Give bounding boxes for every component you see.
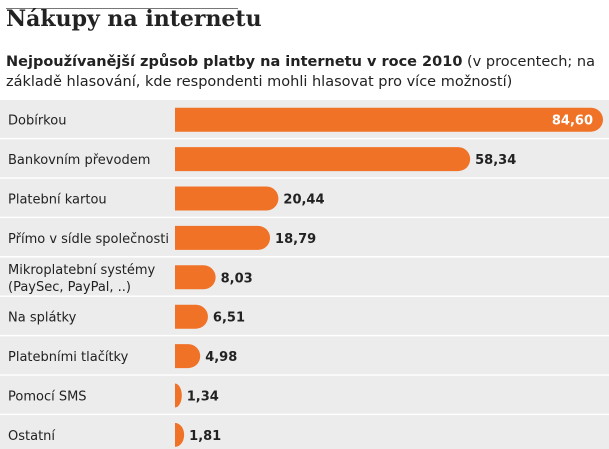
- category-label: Platebními tlačítky: [8, 350, 129, 365]
- bar: [175, 304, 208, 329]
- value-label: 58,34: [475, 153, 516, 168]
- category-label: Ostatní: [8, 429, 55, 444]
- row-background: [0, 178, 609, 219]
- value-label: 1,81: [189, 429, 221, 444]
- category-label: Pomocí SMS: [8, 390, 87, 405]
- row-background: [0, 218, 609, 258]
- value-label: 20,44: [283, 193, 324, 208]
- row-separator: [0, 137, 609, 140]
- row-separator: [0, 177, 609, 179]
- bar: [175, 422, 185, 447]
- page-title: Nákupy na internetu: [6, 6, 262, 32]
- row-background: [0, 297, 609, 337]
- bar: [175, 147, 471, 172]
- category-label: Bankovním převodem: [8, 153, 150, 168]
- top-rule: [6, 8, 238, 9]
- row-separator: [0, 413, 609, 416]
- bar: [175, 225, 271, 250]
- row-separator: [0, 256, 609, 258]
- row-background: [0, 375, 609, 416]
- chart-subtitle: Nejpoužívanější způsob platby na interne…: [6, 52, 606, 92]
- value-label: 1,34: [187, 390, 219, 405]
- bar: [175, 344, 201, 369]
- bar: [175, 107, 603, 132]
- row-background: [0, 415, 609, 449]
- category-label: Na splátky: [8, 311, 77, 326]
- bar: [175, 383, 182, 408]
- row-separator: [0, 334, 609, 337]
- category-label: Mikroplatební systémy: [8, 263, 156, 278]
- value-label: 84,60: [552, 114, 593, 129]
- row-separator: [0, 374, 609, 376]
- row-background: [0, 257, 609, 297]
- chart-subtitle-note: (v procentech; na základě hlasování, kde…: [6, 54, 596, 90]
- row-separator: [0, 295, 609, 297]
- value-label: 8,03: [221, 271, 253, 286]
- category-label: Přímo v sídle společnosti: [8, 232, 169, 247]
- value-label: 4,98: [205, 350, 237, 365]
- chart-subtitle-main: Nejpoužívanější způsob platby na interne…: [6, 54, 463, 70]
- bar: [175, 186, 279, 211]
- category-label: (PaySec, PayPal, ..): [8, 280, 131, 295]
- category-label: Dobírkou: [8, 114, 66, 129]
- value-label: 18,79: [275, 232, 316, 247]
- row-separator: [0, 216, 609, 219]
- bar: [175, 265, 216, 290]
- category-label: Platební kartou: [8, 193, 107, 208]
- row-background: [0, 336, 609, 376]
- value-label: 6,51: [213, 311, 245, 326]
